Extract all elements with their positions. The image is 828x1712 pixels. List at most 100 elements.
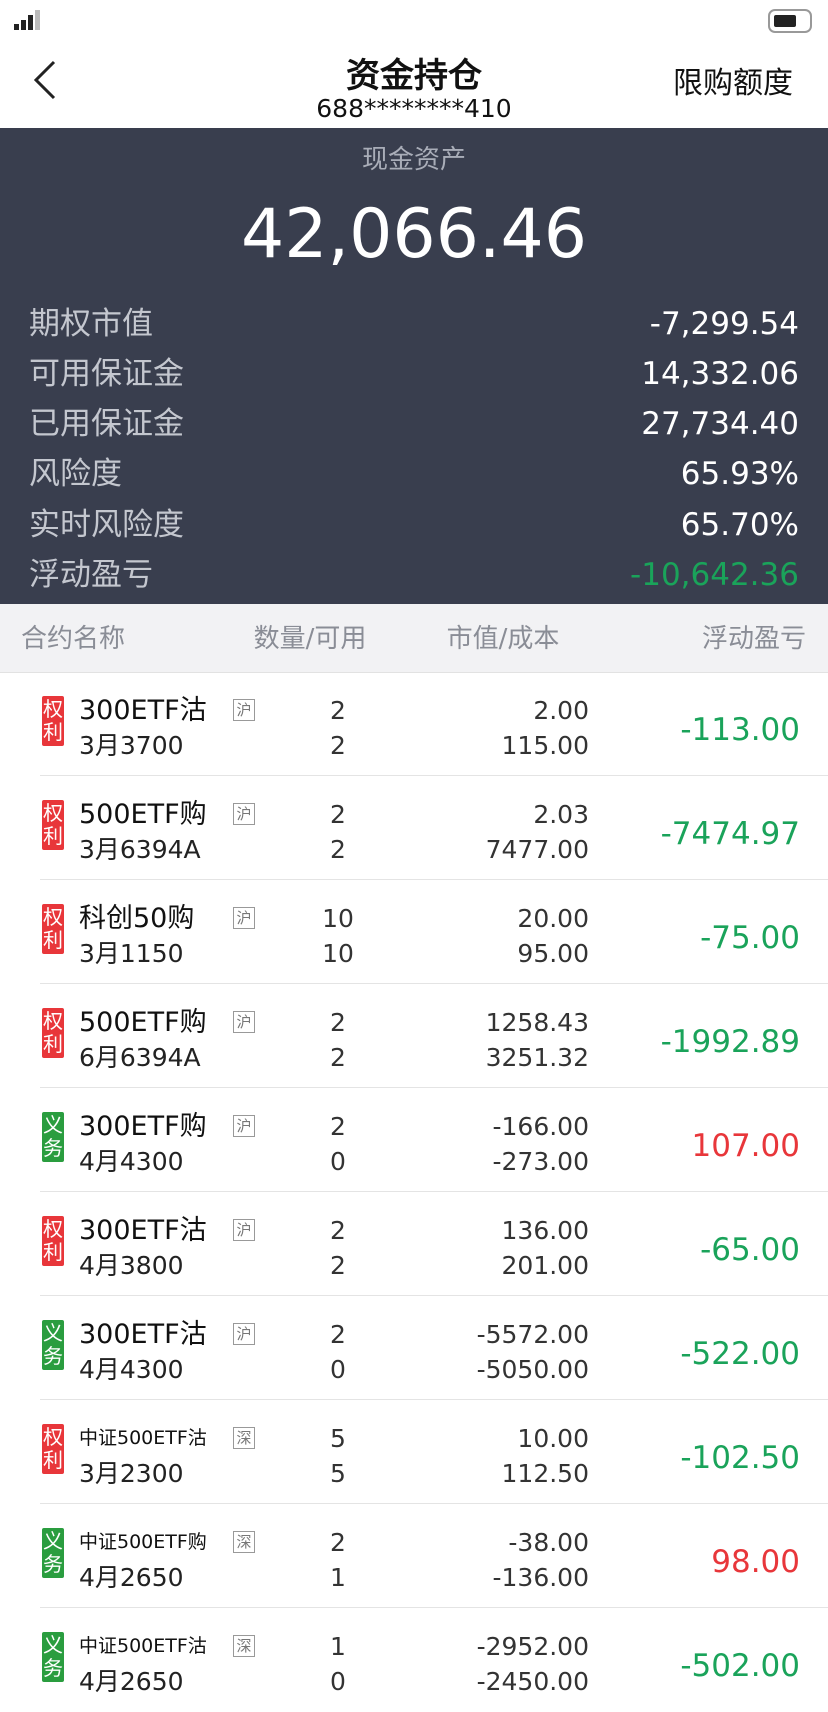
tag: 权利 bbox=[42, 1424, 64, 1474]
exchange: 沪 bbox=[233, 1011, 255, 1033]
position-row[interactable]: 义务 300ETF购 4月4300 沪 2 0 -166.00 -273.00 107.00 bbox=[0, 1088, 828, 1192]
summary-panel: 现金资产 42,066.46 期权市值 -7,299.54 可用保证金 14,332.… bbox=[0, 128, 828, 604]
tag: 权利 bbox=[42, 800, 64, 850]
column-header: 数量/可用 bbox=[253, 624, 367, 654]
contract-month: 3月6394A bbox=[79, 834, 201, 864]
position-row[interactable]: 义务 300ETF沽 4月4300 沪 2 0 -5572.00 -5050.00 -522.0… bbox=[0, 1296, 828, 1400]
contract-month: 3月1150 bbox=[79, 938, 184, 968]
summary-value: 27,734.40 bbox=[641, 406, 799, 443]
quantity: 2 bbox=[330, 1111, 346, 1141]
contract-name: 中证500ETF沽 bbox=[79, 1634, 207, 1657]
tag: 权利 bbox=[42, 696, 64, 746]
summary-value: 14,332.06 bbox=[641, 355, 799, 392]
quota-button[interactable]: 限购额度 bbox=[673, 66, 793, 101]
summary-label: 可用保证金 bbox=[29, 355, 184, 392]
summary-label: 浮动盈亏 bbox=[29, 557, 153, 593]
pnl: -522.00 bbox=[680, 1335, 800, 1372]
contract-month: 4月2650 bbox=[79, 1562, 184, 1592]
cost: 95.00 bbox=[517, 938, 589, 968]
quantity: 10 bbox=[322, 903, 354, 933]
pnl: -65.00 bbox=[700, 1231, 800, 1268]
row-divider bbox=[40, 1295, 828, 1296]
column-header: 浮动盈亏 bbox=[701, 624, 806, 654]
available: 2 bbox=[330, 730, 346, 760]
exchange: 沪 bbox=[233, 907, 255, 929]
market-value: 2.03 bbox=[533, 799, 589, 829]
pnl: 107.00 bbox=[691, 1127, 800, 1164]
position-row[interactable]: 权利 科创50购 3月1150 沪 10 10 20.00 95.00 -75.00 bbox=[0, 880, 828, 984]
position-row[interactable]: 权利 300ETF沽 4月3800 沪 2 2 136.00 201.00 -65.00 bbox=[0, 1192, 828, 1296]
pnl: -502.00 bbox=[680, 1647, 800, 1684]
title: 资金持仓 bbox=[346, 56, 482, 96]
contract-name: 中证500ETF沽 bbox=[79, 1426, 207, 1449]
tag: 义务 bbox=[42, 1112, 64, 1162]
contract-name: 500ETF购 bbox=[79, 1006, 207, 1038]
contract-name: 科创50购 bbox=[79, 902, 195, 934]
account: 688********410 bbox=[316, 93, 512, 123]
exchange: 深 bbox=[233, 1635, 255, 1657]
cost: 112.50 bbox=[501, 1458, 589, 1488]
position-row[interactable]: 权利 500ETF购 6月6394A 沪 2 2 1258.43 3251.32 -1992.8… bbox=[0, 984, 828, 1088]
pnl: 98.00 bbox=[711, 1543, 800, 1580]
available: 2 bbox=[330, 1250, 346, 1280]
quantity: 2 bbox=[330, 1007, 346, 1037]
quantity: 2 bbox=[330, 1319, 346, 1349]
row-divider bbox=[40, 775, 828, 776]
summary-label: 实时风险度 bbox=[29, 506, 184, 543]
cost: 3251.32 bbox=[485, 1042, 589, 1072]
column-header: 合约名称 bbox=[21, 624, 126, 654]
tag: 权利 bbox=[42, 1008, 64, 1058]
row-divider bbox=[40, 1503, 828, 1504]
back-button[interactable] bbox=[30, 60, 60, 100]
position-row[interactable]: 义务 中证500ETF购 4月2650 深 2 1 -38.00 -136.00 98.00 bbox=[0, 1504, 828, 1608]
row-divider bbox=[40, 1087, 828, 1088]
exchange: 沪 bbox=[233, 1219, 255, 1241]
contract-name: 300ETF沽 bbox=[79, 694, 207, 726]
exchange: 深 bbox=[233, 1427, 255, 1449]
cost: -5050.00 bbox=[476, 1354, 589, 1384]
pnl: -75.00 bbox=[700, 919, 800, 956]
cost: 115.00 bbox=[501, 730, 589, 760]
pnl: -7474.97 bbox=[660, 815, 800, 852]
quantity: 2 bbox=[330, 695, 346, 725]
exchange: 沪 bbox=[233, 803, 255, 825]
cost: -273.00 bbox=[492, 1146, 590, 1176]
quantity: 1 bbox=[330, 1631, 346, 1661]
contract-name: 500ETF购 bbox=[79, 798, 207, 830]
position-row[interactable]: 权利 500ETF购 3月6394A 沪 2 2 2.03 7477.00 -7474.97 bbox=[0, 776, 828, 880]
contract-name: 300ETF沽 bbox=[79, 1318, 207, 1350]
quantity: 2 bbox=[330, 1215, 346, 1245]
cash-label: 现金资产 bbox=[361, 145, 467, 175]
row-divider bbox=[40, 879, 828, 880]
available: 1 bbox=[330, 1562, 346, 1592]
quantity: 2 bbox=[330, 799, 346, 829]
exchange: 深 bbox=[233, 1531, 255, 1553]
available: 0 bbox=[330, 1354, 346, 1384]
available: 0 bbox=[330, 1146, 346, 1176]
exchange: 沪 bbox=[233, 699, 255, 721]
position-row[interactable]: 义务 中证500ETF沽 4月2650 深 1 0 -2952.00 -2450.00 -502… bbox=[0, 1608, 828, 1712]
available: 2 bbox=[330, 834, 346, 864]
contract-month: 3月2300 bbox=[79, 1458, 184, 1488]
tag: 义务 bbox=[42, 1632, 64, 1682]
cost: -136.00 bbox=[492, 1562, 590, 1592]
market-value: 136.00 bbox=[501, 1215, 589, 1245]
exchange: 沪 bbox=[233, 1115, 255, 1137]
available: 10 bbox=[322, 938, 354, 968]
market-value: 1258.43 bbox=[485, 1007, 589, 1037]
position-row[interactable]: 权利 300ETF沽 3月3700 沪 2 2 2.00 115.00 -113.00 bbox=[0, 672, 828, 776]
tag: 权利 bbox=[42, 1216, 64, 1266]
quantity: 5 bbox=[330, 1423, 346, 1453]
cost: -2450.00 bbox=[476, 1666, 589, 1696]
battery-icon bbox=[768, 9, 812, 33]
contract-month: 4月4300 bbox=[79, 1146, 184, 1176]
market-value: -166.00 bbox=[492, 1111, 590, 1141]
summary-label: 期权市值 bbox=[29, 305, 153, 342]
cost: 201.00 bbox=[501, 1250, 589, 1280]
summary-label: 风险度 bbox=[29, 456, 122, 493]
summary-value: 65.93% bbox=[680, 456, 799, 493]
contract-name: 300ETF购 bbox=[79, 1110, 207, 1142]
position-row[interactable]: 权利 中证500ETF沽 3月2300 深 5 5 10.00 112.50 -102.50 bbox=[0, 1400, 828, 1504]
contract-month: 6月6394A bbox=[79, 1042, 201, 1072]
